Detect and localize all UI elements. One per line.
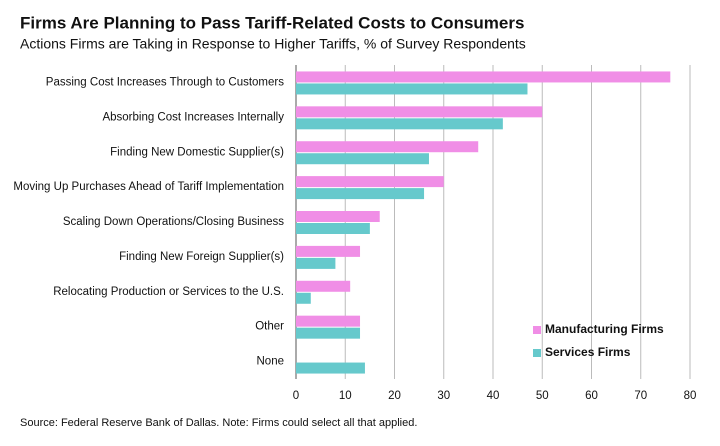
category-label: Absorbing Cost Increases Internally xyxy=(102,111,284,123)
bar xyxy=(296,292,311,304)
x-tick-label: 80 xyxy=(684,390,697,402)
legend-swatch xyxy=(533,326,541,334)
legend-label: Services Firms xyxy=(545,345,631,359)
x-tick-label: 40 xyxy=(487,390,500,402)
bar xyxy=(296,315,361,327)
bar xyxy=(296,141,479,153)
bar xyxy=(296,153,429,165)
x-tick-label: 20 xyxy=(388,390,401,402)
category-label: Relocating Production or Services to the… xyxy=(53,286,284,298)
bar xyxy=(296,71,671,83)
category-label: Scaling Down Operations/Closing Business xyxy=(63,216,284,228)
bar xyxy=(296,211,380,222)
bar xyxy=(296,245,361,257)
bar xyxy=(296,362,365,374)
category-label: Moving Up Purchases Ahead of Tariff Impl… xyxy=(13,181,284,193)
chart-title: Firms Are Planning to Pass Tariff-Relate… xyxy=(20,13,524,32)
category-label: Other xyxy=(255,321,284,333)
x-tick-label: 0 xyxy=(293,390,299,402)
bar xyxy=(296,257,336,269)
bar xyxy=(296,327,361,339)
bar xyxy=(296,280,351,292)
chart-subtitle: Actions Firms are Taking in Response to … xyxy=(20,36,526,52)
category-label: Passing Cost Increases Through to Custom… xyxy=(46,76,284,88)
category-label: Finding New Domestic Supplier(s) xyxy=(110,146,284,158)
x-tick-label: 70 xyxy=(634,390,647,402)
legend-swatch xyxy=(533,349,541,357)
x-tick-label: 10 xyxy=(339,390,352,402)
x-tick-label: 60 xyxy=(585,390,598,402)
category-label: Finding New Foreign Supplier(s) xyxy=(119,251,284,263)
legend-label: Manufacturing Firms xyxy=(545,322,664,336)
bar xyxy=(296,188,425,200)
bar xyxy=(296,106,543,118)
x-tick-label: 50 xyxy=(536,390,549,402)
source-note: Source: Federal Reserve Bank of Dallas. … xyxy=(20,417,417,429)
bar xyxy=(296,223,370,234)
bar xyxy=(296,118,503,130)
bar xyxy=(296,176,444,188)
x-tick-label: 30 xyxy=(437,390,450,402)
bar xyxy=(296,83,528,95)
category-label: None xyxy=(257,356,285,368)
